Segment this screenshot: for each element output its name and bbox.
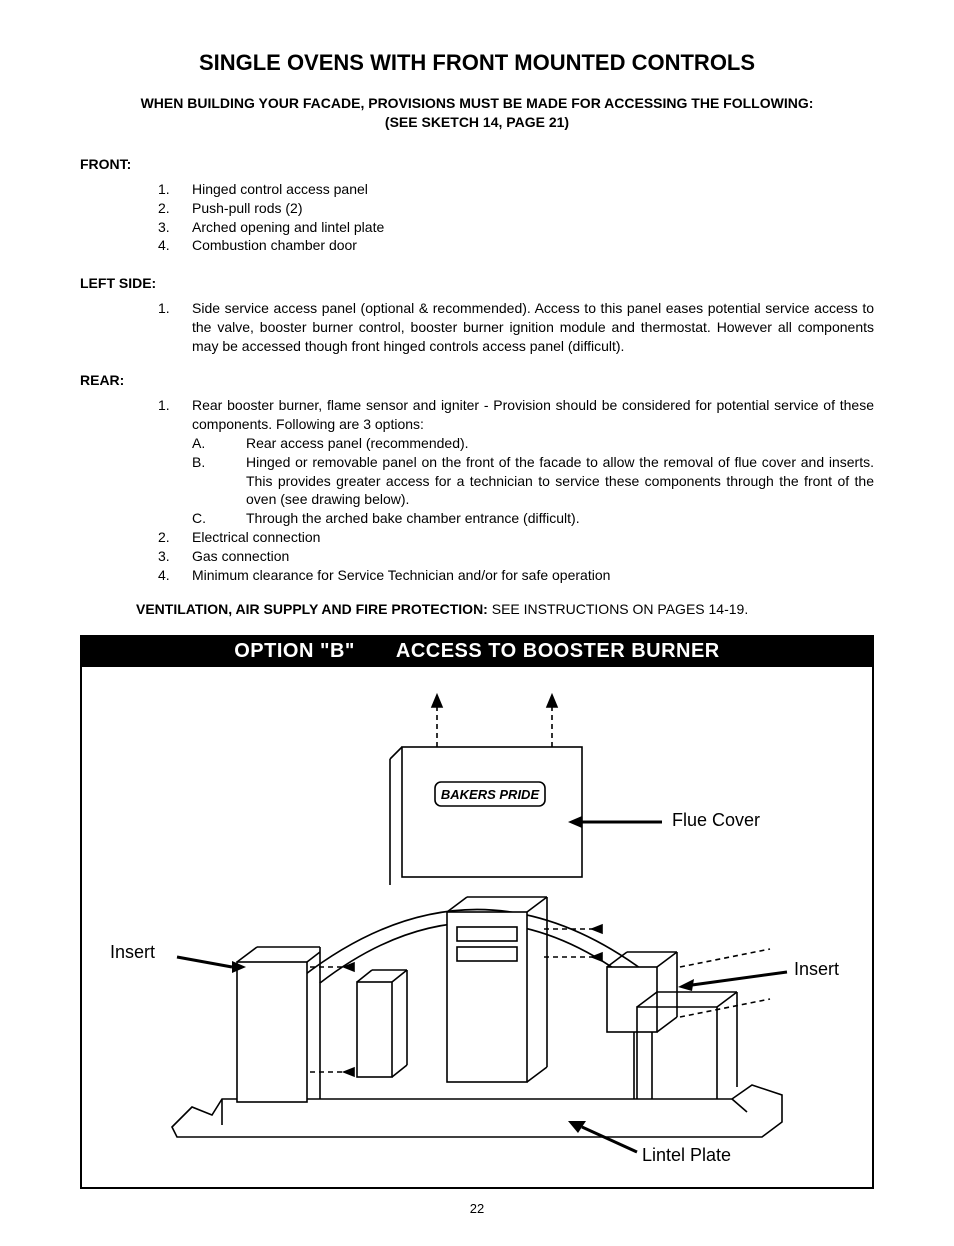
label-flue-cover: Flue Cover [672,810,760,831]
section-label-front: FRONT: [80,156,874,172]
list-item: 4. Combustion chamber door [158,236,874,255]
item-number: 1. [158,299,192,356]
list-item: 1. Side service access panel (optional &… [158,299,874,356]
section-label-left: LEFT SIDE: [80,275,874,291]
brand-label: BAKERS PRIDE [441,787,540,802]
list-item: 1. Hinged control access panel [158,180,874,199]
item-text: Hinged control access panel [192,180,874,199]
item-text: Side service access panel (optional & re… [192,299,874,356]
diagram-body: BAKERS PRIDE Flue Cover Insert Insert Li… [82,667,872,1187]
sub-text: Through the arched bake chamber entrance… [246,509,874,528]
subheading: WHEN BUILDING YOUR FACADE, PROVISIONS MU… [80,94,874,132]
ventilation-bold: VENTILATION, AIR SUPPLY AND FIRE PROTECT… [136,601,488,617]
diagram-title: OPTION "B" ACCESS TO BOOSTER BURNER [82,637,872,667]
ventilation-rest: SEE INSTRUCTIONS ON PAGES 14-19. [488,601,748,617]
section-label-rear: REAR: [80,372,874,388]
list-item: 1. Rear booster burner, flame sensor and… [158,396,874,528]
item-number: 1. [158,180,192,199]
item-text: Rear booster burner, flame sensor and ig… [192,396,874,528]
sub-item: C. Through the arched bake chamber entra… [192,509,874,528]
diagram-frame: OPTION "B" ACCESS TO BOOSTER BURNER [80,635,874,1189]
item-text-span: Rear booster burner, flame sensor and ig… [192,397,874,432]
sub-text: Rear access panel (recommended). [246,434,874,453]
item-text: Gas connection [192,547,874,566]
item-text: Push-pull rods (2) [192,199,874,218]
list-left: 1. Side service access panel (optional &… [80,299,874,356]
list-item: 3. Gas connection [158,547,874,566]
item-number: 2. [158,199,192,218]
sub-item: A. Rear access panel (recommended). [192,434,874,453]
diagram-svg: BAKERS PRIDE [82,667,872,1187]
subhead-line-2: (SEE SKETCH 14, PAGE 21) [385,114,569,130]
list-front: 1. Hinged control access panel 2. Push-p… [80,180,874,256]
item-number: 4. [158,236,192,255]
item-number: 3. [158,218,192,237]
sub-list: A. Rear access panel (recommended). B. H… [192,434,874,528]
list-item: 2. Electrical connection [158,528,874,547]
item-text: Electrical connection [192,528,874,547]
sub-text: Hinged or removable panel on the front o… [246,453,874,510]
list-item: 2. Push-pull rods (2) [158,199,874,218]
sub-letter: B. [192,453,246,510]
sub-item: B. Hinged or removable panel on the fron… [192,453,874,510]
list-item: 3. Arched opening and lintel plate [158,218,874,237]
subhead-line-1: WHEN BUILDING YOUR FACADE, PROVISIONS MU… [141,95,814,111]
label-insert-left: Insert [110,942,155,963]
label-lintel-plate: Lintel Plate [642,1145,731,1166]
item-number: 2. [158,528,192,547]
item-text: Arched opening and lintel plate [192,218,874,237]
page-title: SINGLE OVENS WITH FRONT MOUNTED CONTROLS [80,50,874,76]
ventilation-note: VENTILATION, AIR SUPPLY AND FIRE PROTECT… [136,601,874,617]
item-number: 1. [158,396,192,528]
sub-letter: C. [192,509,246,528]
item-number: 4. [158,566,192,585]
list-item: 4. Minimum clearance for Service Technic… [158,566,874,585]
list-rear: 1. Rear booster burner, flame sensor and… [80,396,874,585]
item-text: Combustion chamber door [192,236,874,255]
page-number: 22 [80,1201,874,1216]
item-number: 3. [158,547,192,566]
sub-letter: A. [192,434,246,453]
label-insert-right: Insert [794,959,839,980]
item-text: Minimum clearance for Service Technician… [192,566,874,585]
